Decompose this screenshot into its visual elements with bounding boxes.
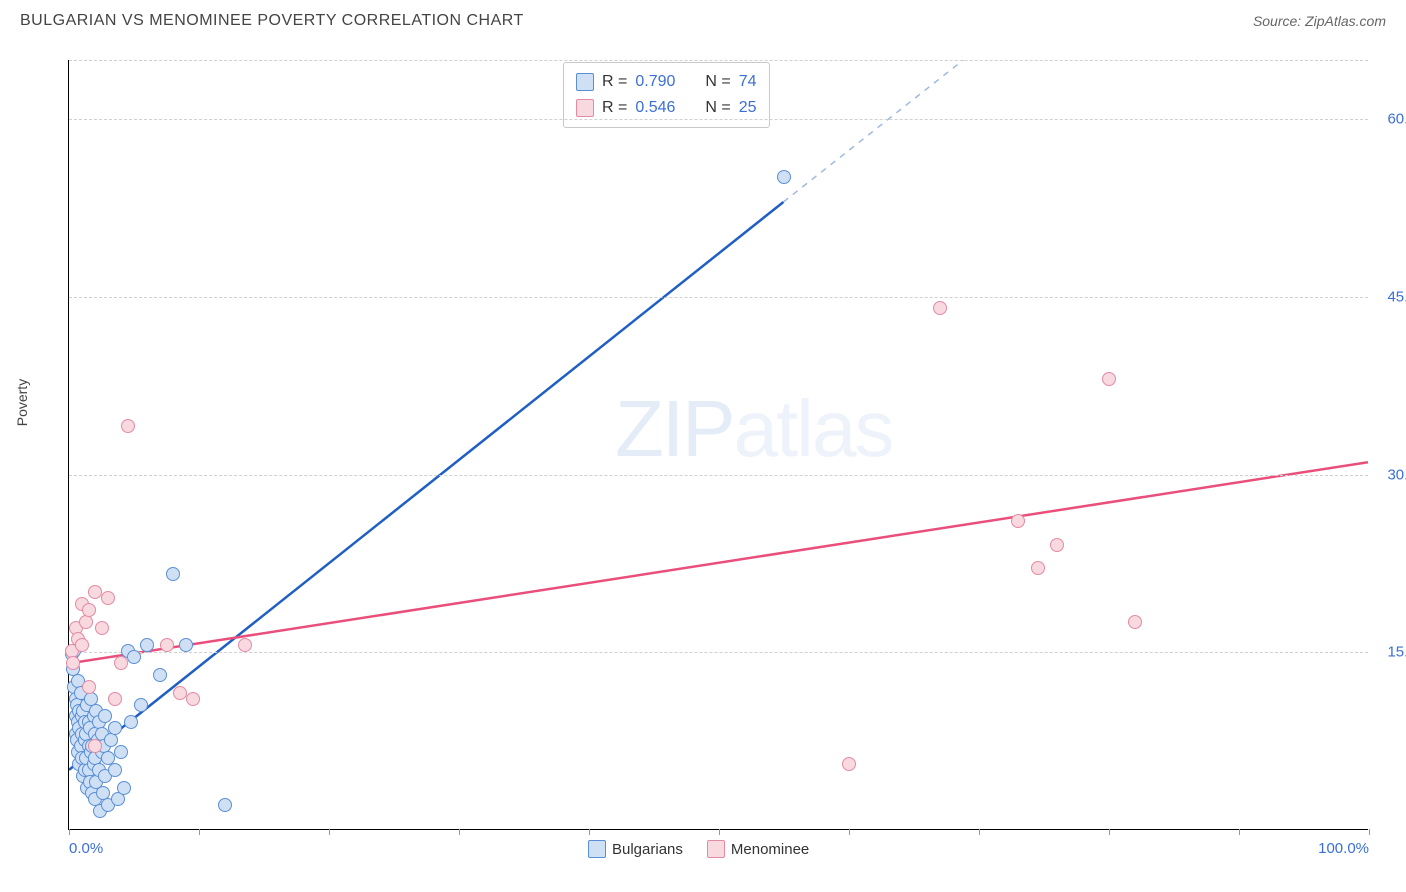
y-axis-label: Poverty <box>14 379 30 426</box>
data-point <box>1011 514 1025 528</box>
legend-item: Menominee <box>707 840 809 858</box>
data-point <box>82 680 96 694</box>
data-point <box>108 721 122 735</box>
legend-stats: R = 0.790 N = 74 R = 0.546 N = 25 <box>563 62 770 128</box>
x-tick <box>979 829 980 835</box>
data-point <box>166 567 180 581</box>
data-point <box>134 698 148 712</box>
data-point <box>114 745 128 759</box>
y-tick-label: 15.0% <box>1387 644 1406 661</box>
chart-container: Poverty ZIPatlas R = 0.790N = 74R = 0.54… <box>20 40 1386 860</box>
y-tick-label: 30.0% <box>1387 466 1406 483</box>
legend-n-value: 74 <box>739 73 757 91</box>
x-tick <box>459 829 460 835</box>
legend-r-value: 0.546 <box>635 99 675 117</box>
trend-lines-svg <box>69 60 1368 829</box>
data-point <box>117 781 131 795</box>
plot-area: ZIPatlas R = 0.790N = 74R = 0.546N = 25 … <box>68 60 1368 830</box>
y-tick-label: 60.0% <box>1387 111 1406 128</box>
x-tick <box>1369 829 1370 835</box>
legend-swatch <box>576 73 594 91</box>
legend-n-eq: N = <box>705 73 730 91</box>
data-point <box>82 603 96 617</box>
x-tick <box>849 829 850 835</box>
x-tick <box>69 829 70 835</box>
x-tick <box>1239 829 1240 835</box>
x-tick <box>719 829 720 835</box>
legend-swatch <box>588 840 606 858</box>
x-tick-label: 100.0% <box>1318 840 1369 857</box>
data-point <box>933 301 947 315</box>
watermark-zip: ZIP <box>615 384 733 473</box>
gridline <box>69 297 1368 298</box>
data-point <box>88 585 102 599</box>
x-tick-label: 0.0% <box>69 840 103 857</box>
data-point <box>121 419 135 433</box>
data-point <box>218 798 232 812</box>
gridline <box>69 652 1368 653</box>
data-point <box>66 656 80 670</box>
legend-r-value: 0.790 <box>635 73 675 91</box>
gridline <box>69 60 1368 61</box>
data-point <box>777 170 791 184</box>
data-point <box>160 638 174 652</box>
data-point <box>186 692 200 706</box>
data-point <box>108 763 122 777</box>
legend-label: Menominee <box>731 841 809 858</box>
legend-r-eq: R = <box>602 99 627 117</box>
data-point <box>101 591 115 605</box>
data-point <box>75 638 89 652</box>
legend-stat-row: R = 0.546 N = 25 <box>576 95 757 121</box>
x-tick <box>589 829 590 835</box>
data-point <box>95 621 109 635</box>
y-tick-label: 45.0% <box>1387 288 1406 305</box>
legend-n-eq: N = <box>705 99 730 117</box>
legend-label: Bulgarians <box>612 841 683 858</box>
x-tick <box>199 829 200 835</box>
legend-series: Bulgarians Menominee <box>588 840 809 858</box>
legend-swatch <box>707 840 725 858</box>
source-label: Source: ZipAtlas.com <box>1253 13 1386 29</box>
data-point <box>108 692 122 706</box>
watermark-atlas: atlas <box>733 384 892 473</box>
data-point <box>127 650 141 664</box>
data-point <box>124 715 138 729</box>
legend-item: Bulgarians <box>588 840 683 858</box>
data-point <box>79 615 93 629</box>
data-point <box>114 656 128 670</box>
gridline <box>69 119 1368 120</box>
data-point <box>140 638 154 652</box>
watermark: ZIPatlas <box>615 383 892 475</box>
legend-r-eq: R = <box>602 73 627 91</box>
gridline <box>69 475 1368 476</box>
data-point <box>179 638 193 652</box>
legend-stat-row: R = 0.790 N = 74 <box>576 69 757 95</box>
data-point <box>1102 372 1116 386</box>
data-point <box>88 739 102 753</box>
data-point <box>153 668 167 682</box>
data-point <box>842 757 856 771</box>
chart-title: BULGARIAN VS MENOMINEE POVERTY CORRELATI… <box>20 12 524 30</box>
legend-n-value: 25 <box>739 99 757 117</box>
data-point <box>1050 538 1064 552</box>
legend-swatch <box>576 99 594 117</box>
x-tick <box>1109 829 1110 835</box>
data-point <box>238 638 252 652</box>
data-point <box>173 686 187 700</box>
x-tick <box>329 829 330 835</box>
data-point <box>1128 615 1142 629</box>
data-point <box>104 733 118 747</box>
data-point <box>1031 561 1045 575</box>
